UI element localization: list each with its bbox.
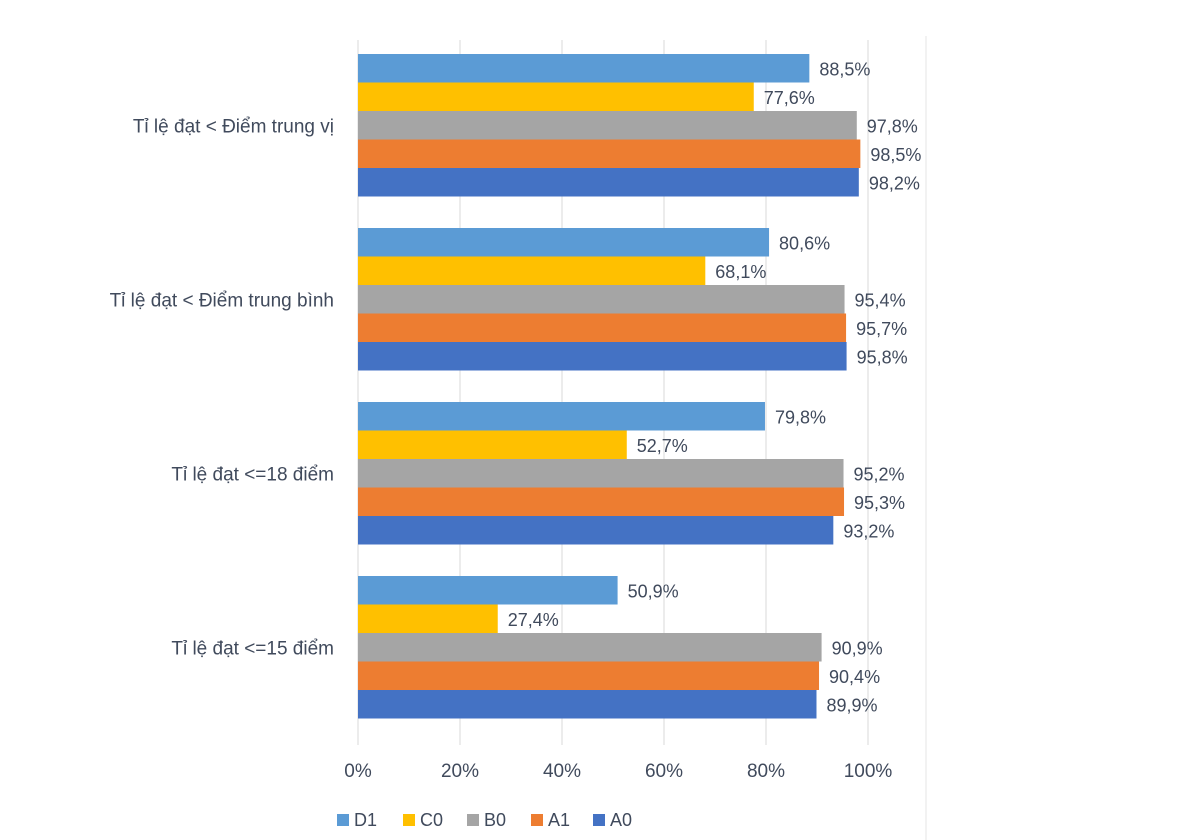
bar-b0 (358, 111, 857, 140)
bar-a1 (358, 313, 847, 342)
data-label: 95,3% (854, 493, 905, 513)
data-label: 90,4% (829, 667, 880, 687)
data-label: 88,5% (819, 59, 870, 79)
bar-c0 (358, 82, 754, 111)
bar-c0 (358, 256, 706, 285)
legend-label: C0 (420, 810, 443, 830)
x-tick-label: 20% (441, 761, 479, 782)
data-label: 93,2% (843, 521, 894, 541)
x-axis-tick-labels: 0% 20% 40% 60% 80% 100% (344, 761, 892, 782)
data-label: 95,4% (855, 290, 906, 310)
bar-a0 (358, 690, 817, 719)
bar-a1 (358, 487, 845, 516)
legend-swatch (593, 814, 605, 826)
bar-a0 (358, 342, 847, 371)
data-label: 98,2% (869, 173, 920, 193)
data-label: 95,2% (854, 464, 905, 484)
x-tick-label: 60% (645, 761, 683, 782)
legend-label: D1 (354, 810, 377, 830)
data-label: 89,9% (826, 695, 877, 715)
bar-b0 (358, 633, 822, 662)
value-labels: 88,5%77,6% 97,8% 98,5% 98,2% 80,6% 68,1% 95,4%… (508, 59, 922, 715)
x-tick-label: 40% (543, 761, 581, 782)
data-label: 90,9% (832, 638, 883, 658)
bar-a1 (358, 139, 861, 168)
data-label: 79,8% (775, 407, 826, 427)
data-label: 98,5% (870, 145, 921, 165)
data-label: 95,7% (856, 319, 907, 339)
data-label: 52,7% (637, 436, 688, 456)
legend-swatch (531, 814, 543, 826)
category-label: Tỉ lệ đạt <=18 điểm (171, 464, 334, 485)
bar-a1 (358, 661, 820, 690)
legend: D1 C0 B0 A1 A0 (337, 810, 632, 830)
x-tick-label: 0% (344, 761, 372, 782)
category-label: Tỉ lệ đạt < Điểm trung vị (133, 116, 334, 137)
bar-a0 (358, 168, 859, 197)
data-label: 68,1% (715, 262, 766, 282)
legend-swatch (337, 814, 349, 826)
x-tick-label: 80% (747, 761, 785, 782)
data-label: 50,9% (628, 581, 679, 601)
bar-d1 (358, 576, 618, 605)
bar-b0 (358, 459, 844, 488)
data-label: 97,8% (867, 116, 918, 136)
bar-a0 (358, 516, 834, 545)
bar-c0 (358, 604, 498, 633)
data-label: 27,4% (508, 610, 559, 630)
bar-c0 (358, 430, 627, 459)
legend-swatch (403, 814, 415, 826)
bars (358, 54, 861, 719)
category-label: Tỉ lệ đạt <=15 điểm (171, 638, 334, 659)
legend-label: A1 (548, 810, 570, 830)
category-labels: Tỉ lệ đạt < Điểm trung vị Tỉ lệ đạt < Điể… (110, 116, 334, 659)
data-label: 80,6% (779, 233, 830, 253)
legend-label: B0 (484, 810, 506, 830)
data-label: 95,8% (857, 347, 908, 367)
legend-swatch (467, 814, 479, 826)
data-label: 77,6% (764, 88, 815, 108)
x-tick-label: 100% (844, 761, 893, 782)
category-label: Tỉ lệ đạt < Điểm trung bình (110, 290, 334, 311)
bar-d1 (358, 228, 770, 257)
bar-b0 (358, 285, 845, 314)
legend-label: A0 (610, 810, 632, 830)
bar-d1 (358, 54, 810, 83)
bar-d1 (358, 402, 765, 431)
